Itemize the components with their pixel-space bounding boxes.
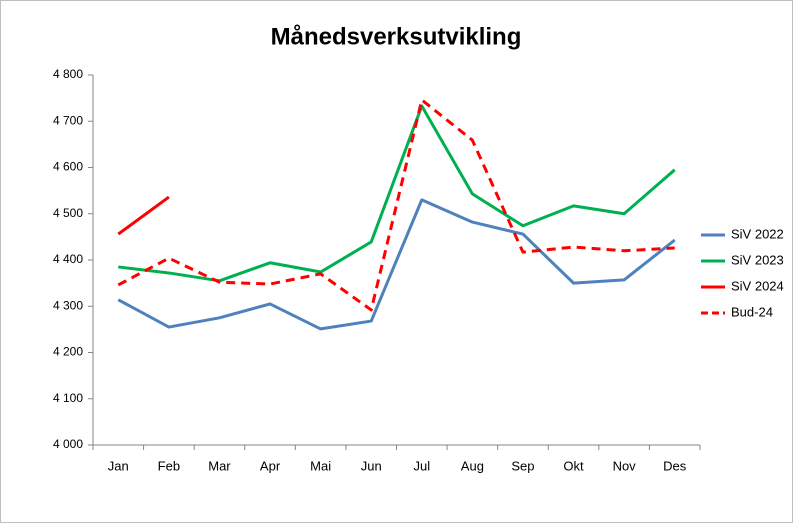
y-tick-label: 4 300 <box>53 298 83 312</box>
y-tick-label: 4 100 <box>53 391 83 405</box>
x-tick-label: Jun <box>361 458 382 473</box>
x-tick-label: Okt <box>563 458 584 473</box>
series-line <box>117 198 676 331</box>
y-tick-label: 4 400 <box>53 252 83 266</box>
x-tick-label: Jan <box>108 458 129 473</box>
y-tick-label: 4 800 <box>53 67 83 81</box>
y-tick-label: 4 500 <box>53 206 83 220</box>
x-tick-label: Nov <box>613 458 637 473</box>
x-tick-label: Sep <box>511 458 534 473</box>
x-tick-label: Mar <box>208 458 231 473</box>
series-line <box>117 195 170 236</box>
x-tick-label: Mai <box>310 458 331 473</box>
y-tick-label: 4 700 <box>53 113 83 127</box>
chart-title: Månedsverksutvikling <box>271 23 522 50</box>
legend-label: SiV 2022 <box>731 226 784 241</box>
y-tick-label: 4 600 <box>53 160 83 174</box>
legend-label: SiV 2024 <box>731 278 784 293</box>
x-tick-label: Apr <box>260 458 281 473</box>
x-tick-label: Aug <box>461 458 484 473</box>
y-tick-label: 4 000 <box>53 437 83 451</box>
legend-label: SiV 2023 <box>731 252 784 267</box>
x-tick-label: Feb <box>158 458 180 473</box>
x-tick-label: Des <box>663 458 687 473</box>
y-tick-label: 4 200 <box>53 345 83 359</box>
x-tick-label: Jul <box>413 458 430 473</box>
legend-label: Bud-24 <box>731 304 773 319</box>
series-line <box>117 98 675 312</box>
series-line <box>118 104 676 283</box>
